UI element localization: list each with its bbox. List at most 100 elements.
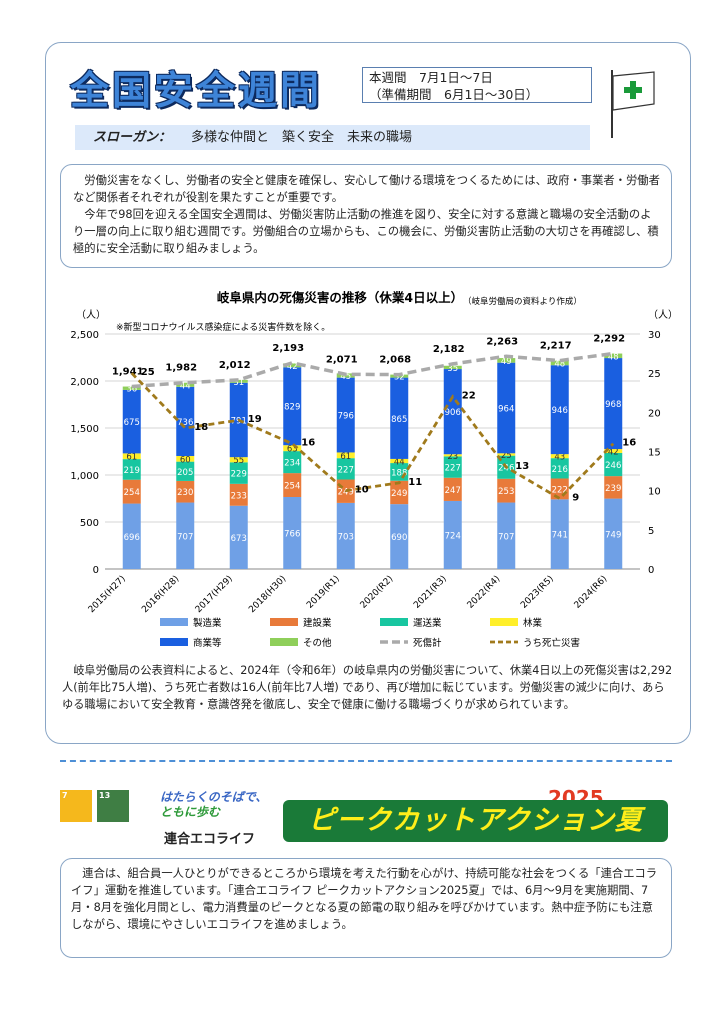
bar-segment — [497, 478, 516, 503]
bar-value-label: 227 — [445, 464, 461, 474]
y-right-tick: 0 — [648, 565, 654, 576]
death-value-label: 18 — [194, 422, 208, 433]
intro-paragraph-1: 労働災害をなくし、労働者の安全と健康を確保し、安心して働ける環境をつくるためには… — [73, 174, 660, 204]
bar-segment — [604, 498, 623, 569]
legend-swatch — [490, 618, 518, 626]
bar-segment — [550, 499, 569, 569]
bar-segment — [122, 389, 141, 454]
bar-value-label: 249 — [338, 488, 354, 498]
bar-value-label: 49 — [501, 357, 512, 367]
x-tick-label: 2019(R1) — [305, 574, 342, 611]
safety-flag-icon — [611, 70, 655, 138]
bar-value-label: 246 — [605, 461, 621, 471]
death-value-label: 19 — [248, 414, 262, 425]
bar-value-label: 216 — [552, 465, 568, 475]
bar-segment — [229, 457, 248, 463]
bar-segment — [497, 502, 516, 569]
chart-title: 岐阜県内の死傷災害の推移（休業4日以上） — [217, 290, 463, 305]
bar-value-label: 865 — [391, 415, 407, 425]
bar-value-label: 36 — [126, 385, 137, 395]
sdg13-number: 13 — [99, 791, 111, 800]
bar-segment — [443, 365, 462, 370]
bar-value-label: 234 — [284, 459, 300, 469]
bar-segment — [497, 358, 516, 363]
bar-value-label: 61 — [340, 452, 351, 462]
safety-week-panel — [45, 42, 691, 744]
bar-segment — [443, 477, 462, 501]
bar-segment — [283, 473, 302, 497]
bar-value-label: 31 — [233, 378, 244, 388]
bar-segment — [604, 453, 623, 477]
bar-value-label: 63 — [287, 445, 298, 455]
y-right-tick: 20 — [648, 408, 661, 419]
bar-segment — [283, 496, 302, 569]
legend-swatch — [160, 618, 188, 626]
accident-trend-chart: 岐阜県内の死傷災害の推移（休業4日以上） （岐阜労働局の資料より作成） ※新型コロナ… — [70, 290, 678, 649]
slogan-label: スローガン： — [93, 130, 172, 145]
bar-value-label: 749 — [605, 530, 621, 540]
bar-value-label: 48 — [608, 352, 619, 362]
legend-label: 建設業 — [303, 617, 332, 629]
total-value-label: 2,263 — [486, 336, 518, 347]
bar-value-label: 188 — [391, 468, 407, 478]
sdg7-number: 7 — [62, 791, 68, 800]
motto-line-2: ともに歩む — [160, 805, 221, 819]
bar-value-label: 254 — [284, 482, 300, 492]
death-value-label: 10 — [355, 485, 369, 496]
bar-value-label: 249 — [391, 489, 407, 499]
y-left-tick: 500 — [80, 518, 99, 529]
bar-segment — [283, 445, 302, 452]
bar-segment — [390, 480, 409, 505]
legend-label: うち死亡災害 — [523, 637, 580, 649]
series-line-deaths — [130, 372, 615, 501]
bar-segment — [550, 454, 569, 459]
bar-value-label: 690 — [391, 533, 407, 543]
death-value-label: 16 — [622, 438, 636, 449]
bar-value-label: 247 — [445, 486, 461, 496]
bar-segment — [122, 479, 141, 504]
bar-segment — [283, 451, 302, 474]
bar-segment — [176, 386, 195, 457]
legend-label: その他 — [303, 637, 332, 649]
bar-segment — [550, 365, 569, 455]
bar-value-label: 23 — [447, 452, 458, 462]
y-right-tick: 15 — [648, 448, 661, 459]
bar-segment — [176, 480, 195, 503]
legend-swatch — [160, 638, 188, 646]
bar-segment — [390, 377, 409, 459]
bar-value-label: 253 — [498, 487, 514, 497]
bar-segment — [443, 456, 462, 478]
death-value-label: 9 — [572, 493, 579, 504]
bar-segment — [176, 461, 195, 481]
bar-segment — [122, 503, 141, 569]
total-value-label: 1,941 — [112, 367, 144, 378]
bar-value-label: 60 — [180, 455, 191, 465]
x-tick-label: 2022(R4) — [466, 574, 503, 611]
bar-segment — [497, 362, 516, 454]
total-value-label: 2,217 — [540, 341, 572, 352]
y-left-tick: 1,500 — [70, 424, 99, 435]
bar-value-label: 736 — [177, 418, 193, 428]
y-left-tick: 1,000 — [70, 471, 99, 482]
x-tick-label: 2015(H27) — [87, 574, 128, 615]
bar-value-label: 946 — [552, 406, 568, 416]
bar-segment — [229, 379, 248, 383]
sdg13-icon: 13 — [97, 790, 129, 822]
bar-value-label: 230 — [177, 488, 193, 498]
total-value-label: 1,982 — [165, 363, 197, 374]
y-left-tick: 2,000 — [70, 377, 99, 388]
bar-value-label: 707 — [177, 532, 193, 542]
x-tick-label: 2021(R3) — [412, 574, 449, 611]
eco-box: 連合は、組合員一人ひとりができるところから環境を考えた行動を心がけ、持続可能な社… — [60, 858, 672, 958]
eco-life-name: 連合エコライフ — [164, 832, 256, 847]
bar-segment — [229, 505, 248, 569]
bar-segment — [229, 483, 248, 506]
bar-segment — [390, 504, 409, 569]
bar-value-label: 222 — [552, 485, 568, 495]
legend-label: 商業等 — [193, 637, 222, 649]
bar-value-label: 42 — [608, 448, 619, 458]
bar-segment — [176, 502, 195, 569]
bar-segment — [336, 502, 355, 569]
bar-value-label: 254 — [124, 488, 140, 498]
bar-segment — [336, 377, 355, 453]
